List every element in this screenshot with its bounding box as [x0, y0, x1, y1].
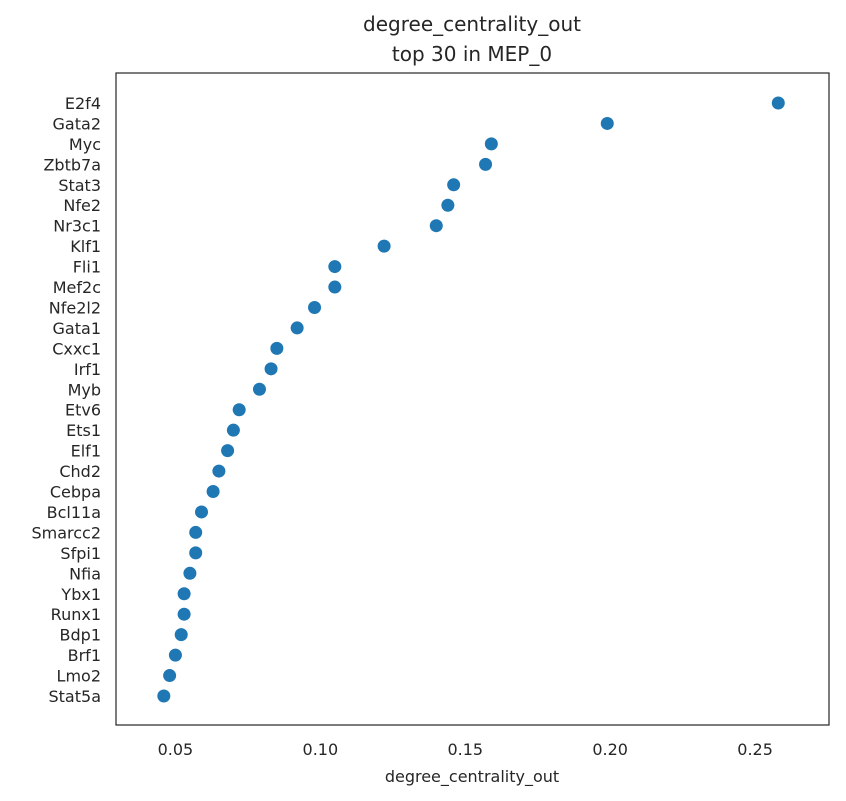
data-point	[328, 260, 342, 274]
y-tick-label: Cebpa	[50, 483, 101, 502]
y-tick-label: Fli1	[73, 258, 101, 277]
y-tick-label: Cxxc1	[52, 339, 101, 358]
y-tick-label: Smarcc2	[31, 523, 101, 542]
y-tick-label: Sfpi1	[60, 544, 101, 563]
plot-area-frame	[115, 72, 830, 726]
y-tick-label: Irf1	[74, 360, 101, 379]
x-axis-label: degree_centrality_out	[385, 767, 559, 787]
y-tick-label: Nfia	[69, 564, 101, 583]
data-point	[212, 464, 226, 478]
x-tick-label: 0.10	[303, 740, 339, 759]
y-tick-label: Mef2c	[53, 278, 101, 297]
data-point	[157, 689, 171, 703]
y-tick-label: Nr3c1	[53, 217, 101, 236]
data-point	[270, 341, 284, 355]
data-point	[290, 321, 304, 335]
data-point	[441, 198, 455, 212]
data-point	[183, 566, 197, 580]
data-point	[252, 382, 266, 396]
chart-subtitle: top 30 in MEP_0	[392, 42, 552, 66]
data-point	[600, 116, 614, 130]
y-tick-label: Myb	[68, 380, 101, 399]
x-tick-label: 0.05	[158, 740, 194, 759]
y-tick-label: Ybx1	[60, 585, 101, 604]
data-point	[189, 546, 203, 560]
data-point	[308, 300, 322, 314]
y-tick-label: Lmo2	[57, 667, 101, 686]
x-tick-label: 0.20	[592, 740, 628, 759]
y-tick-label: Stat5a	[49, 687, 102, 706]
chart-title: degree_centrality_out	[363, 12, 581, 36]
data-point	[206, 485, 220, 499]
data-point	[226, 423, 240, 437]
data-point	[174, 628, 188, 642]
data-point	[177, 587, 191, 601]
data-point	[447, 178, 461, 192]
data-point	[221, 444, 235, 458]
y-tick-label: Etv6	[65, 401, 101, 420]
x-tick-label: 0.25	[737, 740, 773, 759]
data-point	[328, 280, 342, 294]
y-tick-label: Brf1	[68, 646, 101, 665]
y-tick-label: E2f4	[65, 94, 101, 113]
data-point	[177, 607, 191, 621]
data-point	[479, 157, 493, 171]
data-point	[163, 669, 177, 683]
data-point	[377, 239, 391, 253]
data-point	[771, 96, 785, 110]
data-point	[264, 362, 278, 376]
y-tick-label: Gata1	[53, 319, 101, 338]
x-tick-label: 0.15	[447, 740, 483, 759]
y-tick-label: Gata2	[53, 114, 101, 133]
data-point	[232, 403, 246, 417]
y-tick-label: Bdp1	[60, 626, 101, 645]
y-tick-label: Chd2	[59, 462, 101, 481]
x-tick-labels: 0.05 0.10 0.15 0.20 0.25	[158, 740, 773, 759]
data-point	[429, 219, 443, 233]
y-tick-label: Bcl11a	[47, 503, 101, 522]
y-tick-label: Nfe2l2	[49, 298, 101, 317]
y-tick-label: Myc	[69, 135, 101, 154]
y-tick-label: Elf1	[71, 442, 101, 461]
data-points	[157, 96, 785, 703]
data-point	[189, 525, 203, 539]
data-point	[168, 648, 182, 662]
y-tick-label: Runx1	[51, 605, 101, 624]
data-point	[195, 505, 209, 519]
y-tick-label: Stat3	[58, 176, 101, 195]
y-tick-label: Ets1	[66, 421, 101, 440]
y-tick-label: Zbtb7a	[43, 155, 101, 174]
y-tick-label: Klf1	[70, 237, 101, 256]
y-tick-label: Nfe2	[63, 196, 101, 215]
data-point	[484, 137, 498, 151]
